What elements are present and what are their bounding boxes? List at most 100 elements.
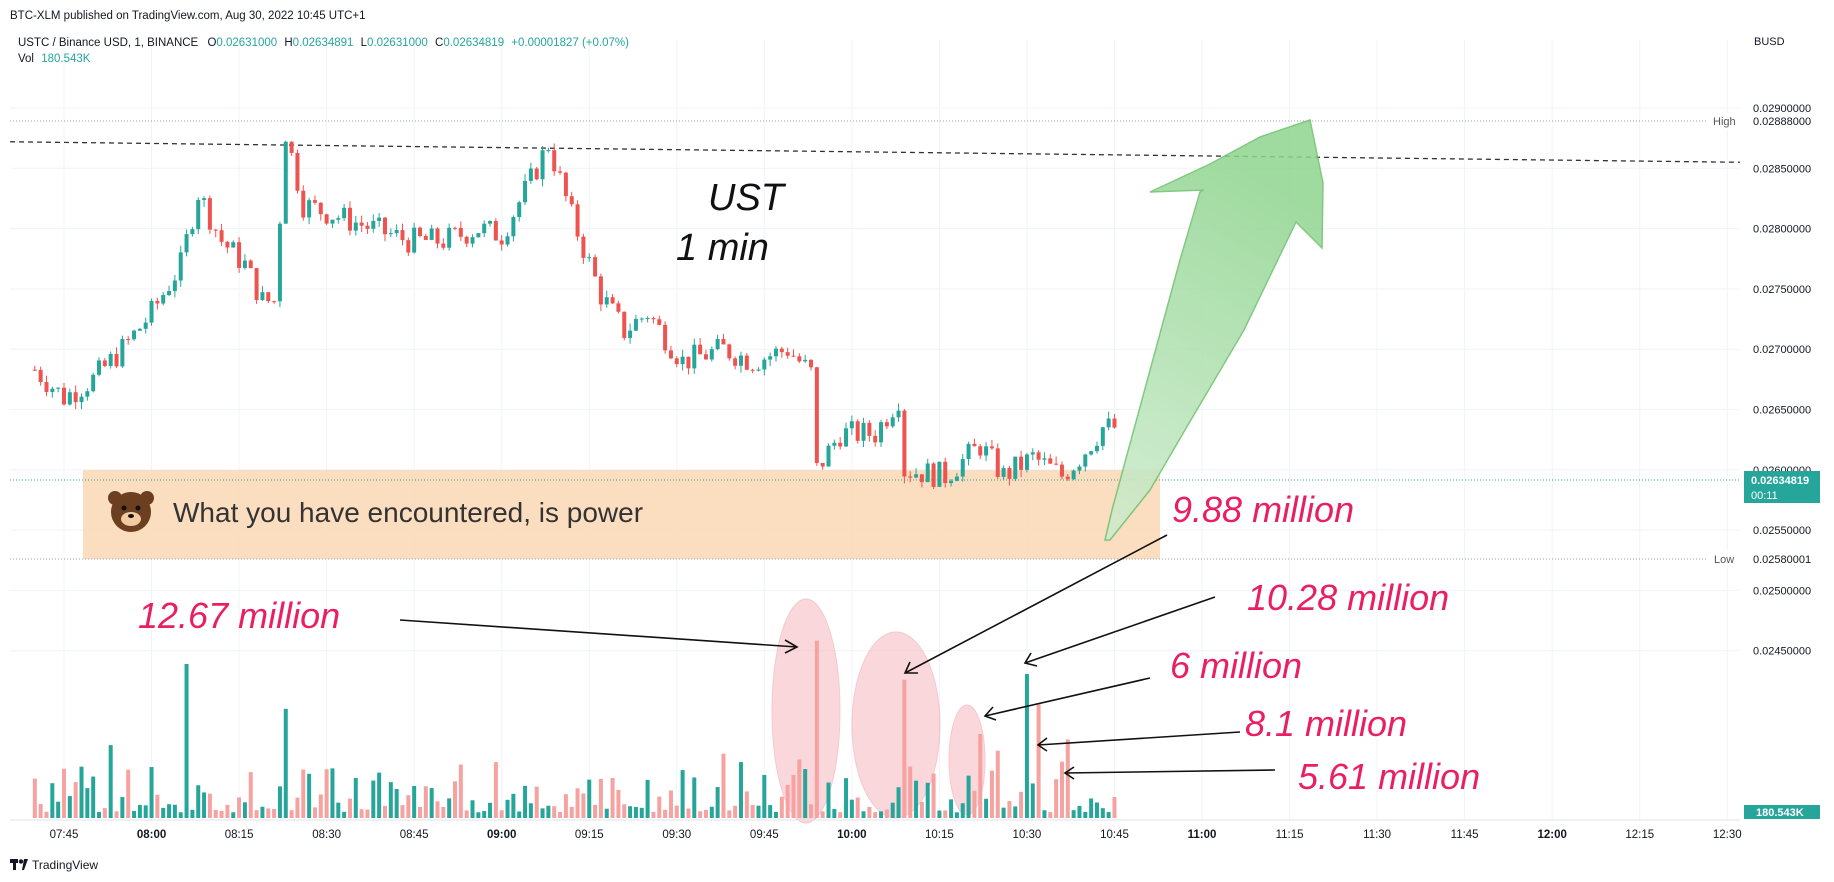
candle-body xyxy=(668,350,673,359)
candle-body xyxy=(423,235,428,240)
time-tick-label: 08:00 xyxy=(137,829,166,841)
candle-body xyxy=(382,217,387,235)
time-tick-label: 10:45 xyxy=(1100,829,1129,841)
candle-body xyxy=(1106,418,1111,428)
candle-body xyxy=(978,446,983,456)
candle-body xyxy=(698,344,703,355)
volume-bar xyxy=(593,804,598,818)
candle-body xyxy=(67,392,72,405)
candle-body xyxy=(277,223,282,302)
candle-body xyxy=(610,297,615,304)
currency-label: BUSD xyxy=(1754,36,1785,48)
candle-body xyxy=(984,446,989,456)
candle-body xyxy=(709,349,714,360)
volume-bar xyxy=(1112,797,1117,818)
volume-bar xyxy=(336,802,341,818)
time-tick-label: 08:15 xyxy=(225,829,254,841)
volume-bar xyxy=(347,798,352,818)
candle-body xyxy=(248,260,253,269)
volume-bar xyxy=(879,811,884,818)
volume-bar xyxy=(517,811,522,818)
open-value: 0.02631000 xyxy=(216,37,277,49)
volume-bar xyxy=(44,811,49,818)
volume-bar xyxy=(797,759,802,818)
volume-bar xyxy=(738,762,743,818)
volume-bar xyxy=(1094,802,1099,818)
candle-body xyxy=(809,359,814,368)
candle-body xyxy=(943,461,948,484)
candle-body xyxy=(50,388,55,392)
candle-body xyxy=(132,330,137,340)
price-tick-label: 0.02900000 xyxy=(1753,103,1811,115)
volume-bar xyxy=(949,799,954,818)
annotation-arrow xyxy=(1064,769,1276,774)
volume-value: 180.543K xyxy=(41,53,91,65)
candle-body xyxy=(342,207,347,219)
volume-bar xyxy=(1007,801,1012,818)
change-value: +0.00001827 (+0.07%) xyxy=(511,37,629,49)
volume-bar xyxy=(114,811,119,818)
volume-bar xyxy=(143,805,148,818)
candle-body xyxy=(225,241,230,248)
candle-body xyxy=(1013,456,1018,479)
candle-body xyxy=(453,227,458,229)
candle-body xyxy=(417,227,422,236)
volume-bar xyxy=(943,810,948,818)
time-tick-label: 12:00 xyxy=(1537,829,1566,841)
volume-bar xyxy=(202,792,207,818)
candle-body xyxy=(499,240,504,245)
annotation-arrow xyxy=(1024,596,1216,664)
volume-bar xyxy=(283,708,288,818)
annotation-arrow xyxy=(399,619,798,648)
price-tick-label: 0.02700000 xyxy=(1753,344,1811,356)
volume-bar xyxy=(1013,806,1018,818)
volume-bar xyxy=(67,796,72,818)
candle-body xyxy=(750,369,755,371)
volume-bar xyxy=(791,774,796,818)
volume-bar xyxy=(552,806,557,818)
volume-bar xyxy=(838,812,843,818)
resistance-line xyxy=(9,141,1741,163)
candle-body xyxy=(534,168,539,180)
candle-body xyxy=(657,319,662,325)
vol-label-9-88: 9.88 million xyxy=(1172,489,1354,530)
candle-body xyxy=(803,359,808,362)
volume-bar xyxy=(972,790,977,818)
candle-body xyxy=(79,396,84,403)
annotation-arrowhead xyxy=(1063,766,1075,780)
candle-body xyxy=(488,220,493,224)
candle-body xyxy=(1059,464,1064,477)
candle-body xyxy=(593,257,598,277)
volume-bar xyxy=(266,808,271,818)
candle-body xyxy=(890,417,895,427)
candle-body xyxy=(727,344,732,359)
volume-bar xyxy=(610,778,615,818)
candle-body xyxy=(797,356,802,362)
candle-body xyxy=(908,476,913,478)
candle-body xyxy=(838,442,843,447)
time-tick-label: 10:15 xyxy=(925,829,954,841)
volume-bar xyxy=(628,806,633,818)
candle-body xyxy=(989,446,994,449)
candle-body xyxy=(733,358,738,366)
candle-body xyxy=(73,392,78,403)
candle-body xyxy=(458,227,463,237)
candle-body xyxy=(1071,470,1076,480)
candle-body xyxy=(884,422,889,427)
volume-bar xyxy=(365,809,370,818)
volume-bar xyxy=(925,782,930,818)
candle-body xyxy=(844,428,849,447)
countdown-value: 00:11 xyxy=(1751,490,1778,502)
candle-body xyxy=(365,225,370,229)
volume-bar xyxy=(377,772,382,818)
time-tick-label: 10:30 xyxy=(1013,829,1042,841)
volume-label: Vol xyxy=(18,53,34,65)
candle-body xyxy=(738,355,743,366)
volume-bar xyxy=(353,778,358,818)
high-value: 0.02634891 xyxy=(293,37,354,49)
volume-bar xyxy=(563,794,568,818)
volume-bar xyxy=(902,679,907,818)
candle-body xyxy=(633,319,638,331)
candle-body xyxy=(1077,466,1082,471)
